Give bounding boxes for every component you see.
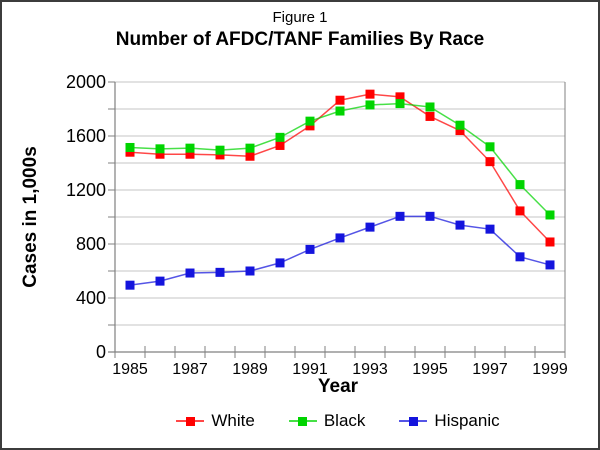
x-tick-label: 1999 <box>532 361 568 378</box>
legend-label: White <box>211 411 255 430</box>
series-black <box>125 99 555 220</box>
legend-item-black: Black <box>288 411 366 431</box>
legend-item-white: White <box>176 411 255 431</box>
data-point-marker <box>485 224 495 234</box>
x-tick-label: 1993 <box>352 361 388 378</box>
data-point-marker <box>215 150 225 160</box>
y-tick-label: 0 <box>96 342 106 362</box>
data-point-marker <box>155 276 165 286</box>
x-tick-label: 1989 <box>232 361 268 378</box>
data-point-marker <box>245 143 255 153</box>
data-point-marker <box>125 147 135 157</box>
y-tick-label: 2000 <box>66 72 106 92</box>
figure-label: Figure 1 <box>272 9 328 26</box>
legend-marker-icon <box>399 416 428 426</box>
series-line <box>129 93 551 243</box>
x-tick-label: 1991 <box>292 361 328 378</box>
series-hispanic <box>125 211 555 290</box>
data-point-marker <box>515 180 525 190</box>
data-point-marker <box>275 258 285 268</box>
data-point-marker <box>185 268 195 278</box>
data-point-marker <box>305 121 315 131</box>
data-point-marker <box>395 99 405 109</box>
data-point-marker <box>545 210 555 220</box>
data-point-marker <box>425 211 435 221</box>
data-point-marker <box>485 142 495 152</box>
data-point-marker <box>155 144 165 154</box>
data-point-marker <box>245 151 255 161</box>
data-point-marker <box>425 102 435 112</box>
legend-label: Black <box>323 411 366 430</box>
data-point-marker <box>215 145 225 155</box>
legend: White Black Hispanic <box>113 409 563 433</box>
data-point-marker <box>245 266 255 276</box>
data-point-marker <box>335 233 345 243</box>
data-point-marker <box>365 100 375 110</box>
data-point-marker <box>545 237 555 247</box>
y-tick-label: 1200 <box>66 180 106 200</box>
data-point-marker <box>155 149 165 159</box>
data-point-marker <box>455 126 465 136</box>
data-point-marker <box>395 92 405 102</box>
x-tick-label: 1995 <box>412 361 448 378</box>
data-point-marker <box>305 244 315 254</box>
y-tick-label: 400 <box>76 288 106 308</box>
data-point-marker <box>455 120 465 130</box>
data-point-marker <box>365 89 375 99</box>
data-point-marker <box>275 140 285 150</box>
data-point-marker <box>185 149 195 159</box>
data-point-marker <box>335 95 345 105</box>
y-tick-label: 800 <box>76 234 106 254</box>
x-tick-label: 1985 <box>112 361 148 378</box>
legend-marker-icon <box>288 416 317 426</box>
data-point-marker <box>185 143 195 153</box>
chart-title: Number of AFDC/TANF Families By Race <box>115 29 485 50</box>
data-point-marker <box>275 132 285 142</box>
data-point-marker <box>515 252 525 262</box>
x-tick-label: 1987 <box>172 361 208 378</box>
data-point-marker <box>515 206 525 216</box>
legend-item-hispanic: Hispanic <box>399 411 500 431</box>
data-point-marker <box>335 106 345 116</box>
data-point-marker <box>125 280 135 290</box>
data-point-marker <box>545 260 555 270</box>
data-point-marker <box>215 267 225 277</box>
series-white <box>125 89 555 247</box>
data-point-marker <box>485 157 495 167</box>
data-point-marker <box>425 111 435 121</box>
legend-label: Hispanic <box>434 411 500 430</box>
data-point-marker <box>125 142 135 152</box>
y-tick-label: 1600 <box>66 126 106 146</box>
x-tick-label: 1997 <box>472 361 508 378</box>
data-point-marker <box>305 116 315 126</box>
data-point-marker <box>395 211 405 221</box>
legend-marker-icon <box>176 416 205 426</box>
x-axis-title: Year <box>317 376 359 397</box>
data-point-marker <box>455 220 465 230</box>
data-point-marker <box>365 222 375 232</box>
